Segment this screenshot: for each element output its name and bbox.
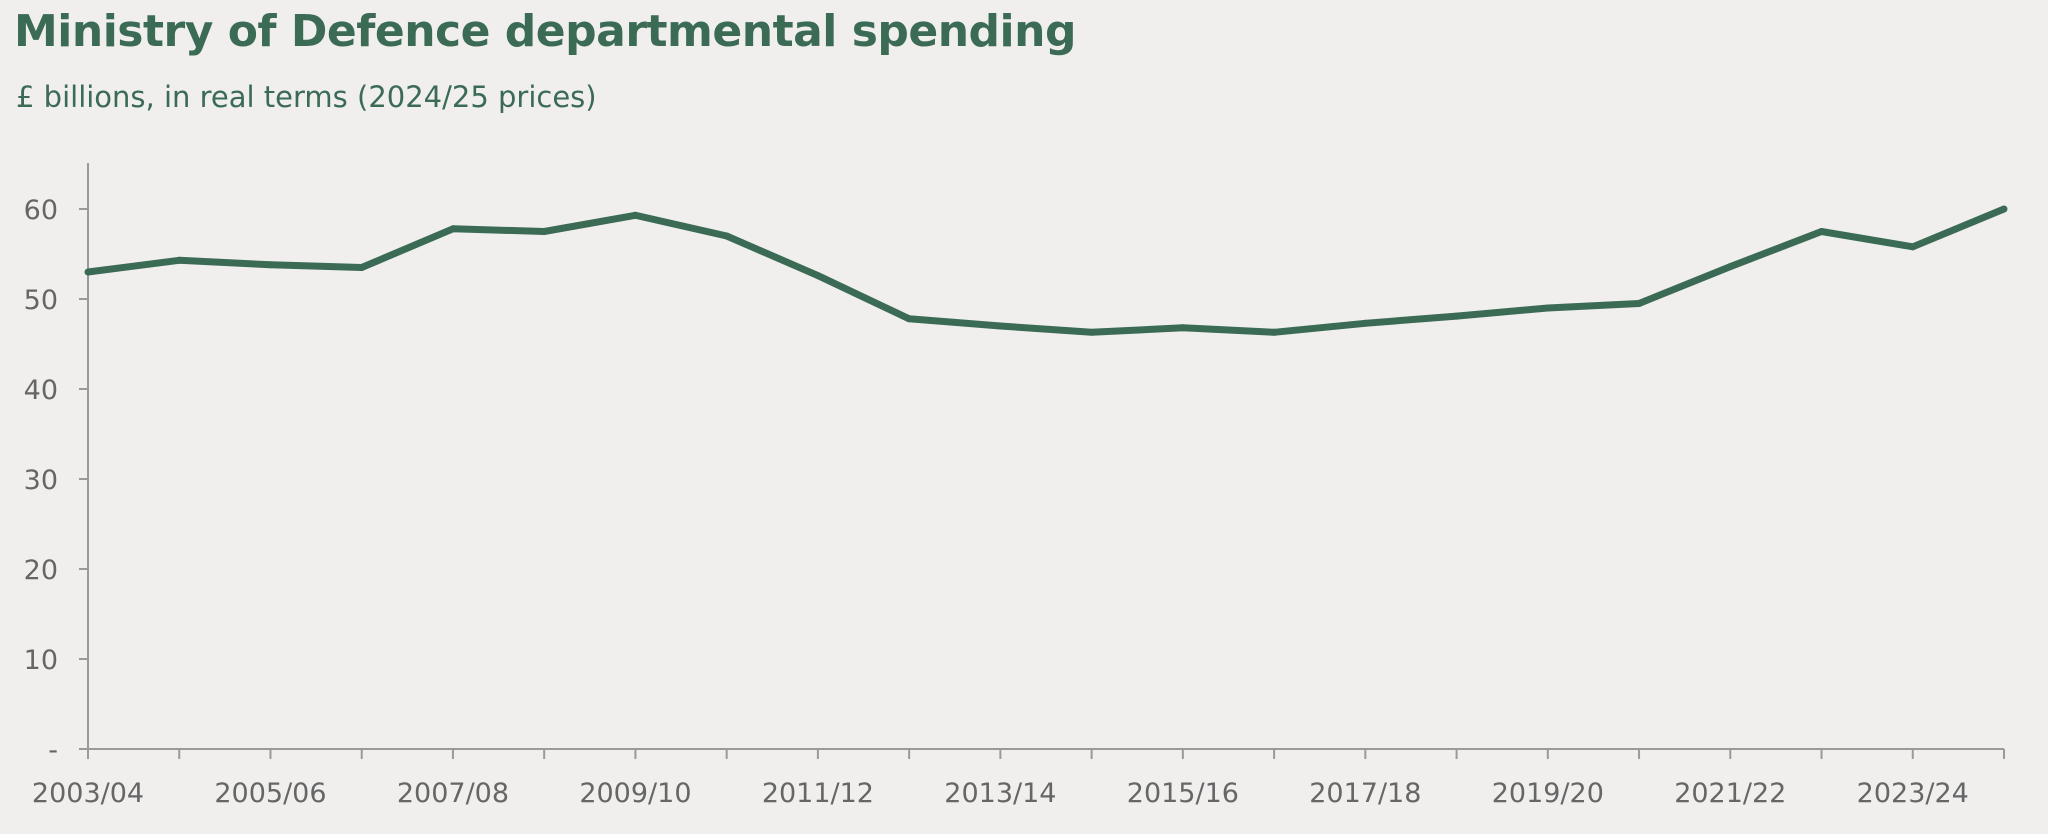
- y-axis-ticks: - 10 20 30 40 50 60: [24, 195, 88, 766]
- data-point: [1726, 263, 1734, 271]
- chart-title: Ministry of Defence departmental spendin…: [14, 6, 1076, 57]
- x-tick-label: 2011/12: [762, 778, 874, 809]
- data-point: [175, 256, 183, 264]
- y-tick-label: 50: [24, 285, 58, 316]
- data-point: [723, 232, 731, 240]
- x-axis-ticks: 2003/04 2005/06 2007/08 2009/10 2011/12 2013/…: [32, 749, 2005, 809]
- x-tick-label: 2017/18: [1309, 778, 1421, 809]
- y-tick-label: 20: [24, 555, 58, 586]
- data-point: [905, 315, 913, 323]
- series-line: [87, 205, 2006, 336]
- x-tick-label: 2013/14: [944, 778, 1056, 809]
- data-point: [84, 268, 92, 276]
- x-tick-label: 2003/04: [32, 778, 144, 809]
- data-point: [358, 264, 366, 271]
- y-tick-label: 10: [24, 645, 58, 676]
- x-tick-label: 2007/08: [397, 778, 509, 809]
- data-point: [540, 228, 548, 235]
- series-group: [84, 205, 2008, 336]
- y-tick-label: 30: [24, 465, 58, 496]
- data-point: [1453, 312, 1461, 320]
- data-point: [449, 225, 457, 233]
- x-tick-label: 2015/16: [1127, 778, 1239, 809]
- data-point: [1818, 228, 1826, 235]
- x-tick-label: 2019/20: [1492, 778, 1604, 809]
- data-point: [996, 322, 1004, 330]
- axes: [87, 163, 2004, 750]
- data-point: [1179, 324, 1187, 332]
- data-point: [1270, 328, 1278, 336]
- chart-subtitle: £ billions, in real terms (2024/25 price…: [16, 80, 597, 114]
- data-point: [1361, 319, 1369, 327]
- data-point: [631, 211, 639, 219]
- x-tick-label: 2005/06: [214, 778, 326, 809]
- x-tick-label: 2023/24: [1857, 778, 1969, 809]
- data-point: [266, 261, 274, 269]
- data-point: [1088, 328, 1096, 336]
- data-point: [1909, 243, 1917, 251]
- y-tick-label: 60: [24, 195, 58, 226]
- data-point: [814, 272, 822, 280]
- data-point: [2000, 205, 2008, 213]
- y-tick-label: 40: [24, 375, 58, 406]
- x-tick-label: 2021/22: [1674, 778, 1786, 809]
- data-point: [1544, 304, 1552, 312]
- y-tick-label: -: [48, 735, 58, 766]
- data-point: [1635, 300, 1643, 307]
- x-tick-label: 2009/10: [579, 778, 691, 809]
